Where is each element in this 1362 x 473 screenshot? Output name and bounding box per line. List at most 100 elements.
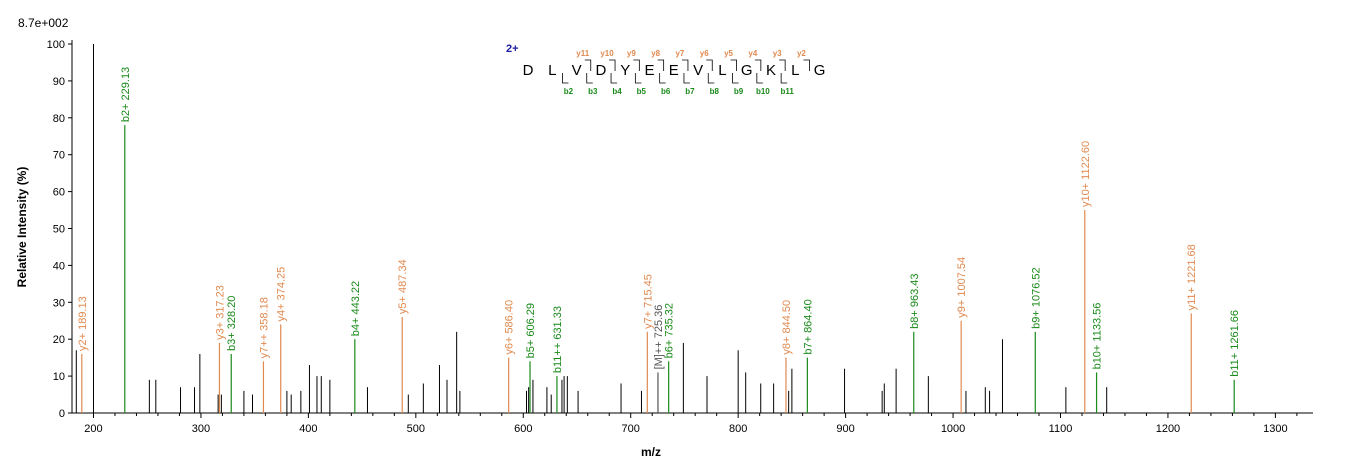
- x-tick-label: 200: [84, 423, 102, 435]
- b-ion-label: b11: [780, 87, 794, 96]
- y-tick-label: 30: [53, 297, 65, 309]
- y-ion-bracket: [803, 59, 810, 71]
- peak-label-y-ion: y7++ 358.18: [258, 297, 270, 358]
- y-tick-label: 40: [53, 260, 65, 272]
- residue: G: [814, 62, 826, 79]
- residue: L: [791, 62, 799, 79]
- y-tick-label: 80: [53, 113, 65, 125]
- b-ion-bracket: [683, 73, 690, 84]
- x-tick-label: 1200: [1156, 423, 1180, 435]
- y-tick-label: 100: [47, 39, 65, 51]
- y-tick-label: 0: [59, 408, 65, 420]
- peak-label-y-ion: y6+ 586.40: [504, 300, 516, 355]
- x-tick-label: 800: [729, 423, 747, 435]
- peak-label-b-ion: b6+ 735.32: [664, 303, 676, 358]
- peak-label-b-ion: b9+ 1076.52: [1030, 267, 1042, 328]
- x-tick-label: 1000: [941, 423, 965, 435]
- y-ion-label: y2: [797, 49, 806, 58]
- peak-label-precursor-ion: [M]++ 725.36: [653, 305, 665, 370]
- peak-label-y-ion: y7+ 715.45: [642, 274, 654, 329]
- peak-label-b-ion: b3+ 328.20: [226, 296, 238, 351]
- b-ion-bracket: [586, 73, 593, 84]
- residue: K: [766, 62, 776, 79]
- residue: D: [523, 62, 534, 79]
- y-ion-label: y3: [773, 49, 782, 58]
- y-tick-label: 70: [53, 150, 65, 162]
- b-ion-bracket: [610, 73, 618, 84]
- x-tick-label: 1300: [1263, 423, 1287, 435]
- residue: G: [741, 62, 753, 79]
- peak-label-y-ion: y10+ 1122.60: [1080, 141, 1092, 207]
- x-tick-label: 900: [836, 423, 854, 435]
- peak-label-y-ion: y9+ 1007.54: [956, 257, 968, 318]
- x-tick-label: 600: [514, 423, 532, 435]
- b-ion-label: b8: [710, 87, 720, 96]
- b-ion-label: b7: [685, 87, 695, 96]
- y-ion-bracket: [633, 59, 640, 71]
- residue: L: [548, 62, 556, 79]
- residue: D: [595, 62, 606, 79]
- peak-label-b-ion: b7+ 864.40: [802, 299, 814, 354]
- charge-state: 2+: [506, 43, 519, 55]
- b-ion-label: b2: [564, 87, 574, 96]
- residue: Y: [620, 62, 630, 79]
- y-ion-label: y10: [600, 49, 614, 58]
- y-ion-bracket: [754, 59, 762, 71]
- x-tick-label: 300: [192, 423, 210, 435]
- b-ion-bracket: [707, 73, 715, 84]
- y-tick-label: 20: [53, 334, 65, 346]
- peak-label-y-ion: y5+ 487.34: [397, 259, 409, 314]
- b-ion-bracket: [562, 73, 569, 84]
- b-ion-label: b3: [588, 87, 598, 96]
- peak-label-y-ion: y11+ 1221.68: [1186, 244, 1198, 310]
- b-ion-bracket: [756, 73, 763, 84]
- y-ion-bracket: [681, 59, 689, 71]
- y-ion-bracket: [609, 59, 616, 71]
- x-tick-label: 700: [622, 423, 640, 435]
- peak-label-y-ion: y4+ 374.25: [276, 267, 288, 322]
- y-ion-bracket: [584, 59, 592, 71]
- y-ion-label: y4: [748, 49, 757, 58]
- y-ion-label: y8: [651, 49, 660, 58]
- b-ion-label: b4: [612, 87, 622, 96]
- peak-label-b-ion: b11++ 631.33: [552, 306, 564, 373]
- b-ion-bracket: [732, 73, 739, 84]
- x-tick-label: 400: [299, 423, 317, 435]
- peak-label-y-ion: y3+ 317.23: [214, 285, 226, 340]
- residue: L: [718, 62, 726, 79]
- peak-label-b-ion: b8+ 963.43: [909, 273, 921, 328]
- y-tick-label: 50: [53, 224, 65, 236]
- y-ion-bracket: [730, 59, 737, 71]
- y-tick-label: 90: [53, 76, 65, 88]
- y-ion-bracket: [657, 59, 665, 71]
- x-tick-label: 1100: [1049, 423, 1073, 435]
- residue: V: [693, 62, 703, 79]
- peak-label-b-ion: b2+ 229.13: [120, 67, 132, 122]
- y-ion-bracket: [779, 59, 786, 71]
- axes: 0 10 20 30 40 50 60 70 80 90 100 200 300 400 500 600 700…: [47, 39, 1313, 435]
- y-ion-bracket: [706, 59, 713, 71]
- y-ion-label: y5: [724, 49, 733, 58]
- y-scale-label: 8.7e+002: [18, 16, 69, 30]
- peak-label-b-ion: b4+ 443.22: [350, 281, 362, 336]
- b-ion-label: b9: [734, 87, 744, 96]
- b-ion-bracket: [659, 73, 666, 84]
- y-axis-title: Relative Intensity (%): [15, 167, 29, 288]
- b-ion-bracket: [634, 73, 642, 84]
- y-tick-label: 10: [53, 371, 65, 383]
- b-ion-label: b10: [756, 87, 770, 96]
- peak-label-b-ion: b10+ 1133.56: [1092, 303, 1104, 370]
- residue: V: [572, 62, 582, 79]
- y-tick-label: 60: [53, 187, 65, 199]
- b-ion-bracket: [780, 73, 788, 84]
- residue: E: [644, 62, 654, 79]
- b-ion-label: b5: [637, 87, 647, 96]
- peak-label-y-ion: y8+ 844.50: [781, 300, 793, 355]
- b-ion-label: b6: [661, 87, 671, 96]
- peak-label-b-ion: b11+ 1261.66: [1229, 310, 1241, 377]
- x-axis-title: m/z: [641, 445, 661, 459]
- peaks: y2+ 189.13 b2+ 229.13 y3+ 317.23 b3+ 328.20…: [75, 44, 1241, 413]
- y-ion-label: y9: [627, 49, 636, 58]
- y-ion-label: y7: [675, 49, 684, 58]
- x-tick-label: 500: [407, 423, 425, 435]
